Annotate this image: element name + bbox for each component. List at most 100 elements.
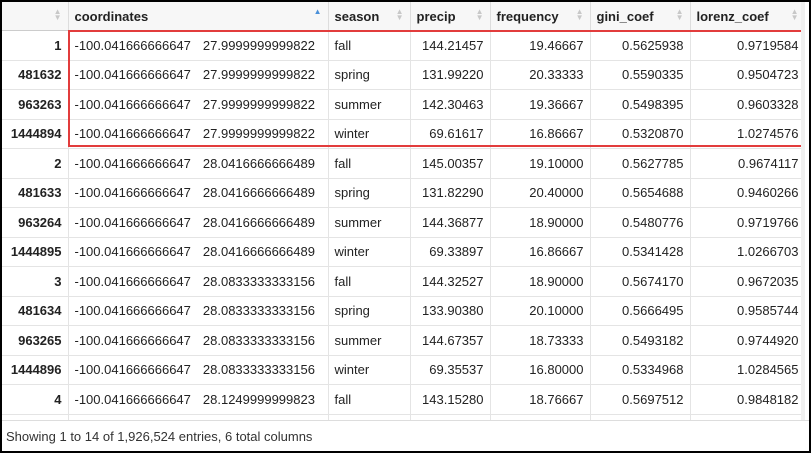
longitude: -100.041666666647: [74, 126, 191, 142]
column-header-coordinates[interactable]: coordinates ▲▼: [68, 2, 329, 31]
cell-precip: 144.32527: [410, 266, 491, 297]
cell-coordinates: -100.041666666647 28.0416666666489: [68, 178, 329, 208]
column-label: gini_coef: [596, 8, 654, 24]
cell-precip: 144.36877: [410, 207, 491, 238]
empty-cell: [490, 414, 591, 420]
column-header-gini_coef[interactable]: gini_coef ▲ ▼: [590, 2, 691, 31]
column-label: frequency: [496, 8, 559, 24]
row-number: 963265: [2, 325, 69, 356]
cell-season: summer: [328, 89, 411, 120]
latitude: 28.0416666666489: [202, 185, 315, 201]
empty-cell: [590, 414, 691, 420]
column-label: coordinates: [74, 8, 149, 24]
cell-precip: 144.21457: [410, 30, 491, 61]
cell-coordinates: -100.041666666647 27.9999999999822: [68, 30, 329, 61]
cell-gini-coef: 0.5341428: [590, 237, 691, 267]
longitude: -100.041666666647: [74, 391, 191, 407]
cell-season: fall: [328, 148, 411, 179]
column-header-season[interactable]: season ▲ ▼: [328, 2, 411, 31]
cell-coordinates: -100.041666666647 27.9999999999822: [68, 60, 329, 90]
latitude: 28.0833333333156: [202, 303, 315, 319]
cell-gini-coef: 0.5674170: [590, 266, 691, 297]
latitude: 27.9999999999822: [202, 37, 315, 53]
cell-gini-coef: 0.5320870: [590, 119, 691, 149]
cell-frequency: 16.80000: [490, 355, 591, 385]
vertical-scrollbar[interactable]: [801, 2, 805, 420]
cell-gini-coef: 0.5493182: [590, 325, 691, 356]
header-row: ▲▼coordinates▲▼season▲▼precip▲▼frequency…: [2, 2, 805, 31]
column-header-row-number[interactable]: ▲ ▼: [2, 2, 69, 31]
cell-coordinates: -100.041666666647 28.1249999999823: [68, 384, 329, 415]
cell-precip: 69.35537: [410, 355, 491, 385]
row-number: 1444896: [2, 355, 69, 385]
row-number: 2: [2, 148, 69, 179]
cell-gini-coef: 0.5625938: [590, 30, 691, 61]
cell-lorenz-coef: 0.9674117: [690, 148, 805, 179]
cell-lorenz-coef: 0.9719766: [690, 207, 805, 238]
row-number: 481634: [2, 296, 69, 326]
cell-gini-coef: 0.5697512: [590, 384, 691, 415]
column-header-precip[interactable]: precip ▲ ▼: [410, 2, 491, 31]
latitude: 28.0833333333156: [202, 273, 315, 289]
cell-lorenz-coef: 0.9744920: [690, 325, 805, 356]
row-number: 963263: [2, 89, 69, 120]
cell-frequency: 20.33333: [490, 60, 591, 90]
cell-frequency: 16.86667: [490, 237, 591, 267]
row-number: 481632: [2, 60, 69, 90]
sort-icon[interactable]: ▲▼: [395, 7, 404, 22]
cell-frequency: 20.10000: [490, 296, 591, 326]
cell-coordinates: -100.041666666647 28.0833333333156: [68, 325, 329, 356]
longitude: -100.041666666647: [74, 37, 191, 53]
cell-precip: 69.33897: [410, 237, 491, 267]
column-label: lorenz_coef: [696, 8, 769, 24]
cell-coordinates: -100.041666666647 28.0833333333156: [68, 355, 329, 385]
cell-frequency: 19.46667: [490, 30, 591, 61]
sort-icon[interactable]: ▲▼: [675, 7, 684, 22]
sort-icon[interactable]: ▲▼: [575, 7, 584, 22]
cell-lorenz-coef: 0.9504723: [690, 60, 805, 90]
table-row[interactable]: 1 -100.041666666647 27.9999999999822 fall 14…: [2, 30, 805, 61]
latitude: 27.9999999999822: [202, 67, 315, 83]
table-row[interactable]: 963264 -100.041666666647 28.0416666666489 s…: [2, 207, 805, 238]
longitude: -100.041666666647: [74, 185, 191, 201]
longitude: -100.041666666647: [74, 303, 191, 319]
cell-frequency: 20.40000: [490, 178, 591, 208]
cell-season: spring: [328, 178, 411, 208]
cell-coordinates: -100.041666666647 28.0416666666489: [68, 148, 329, 179]
table-row[interactable]: 481633 -100.041666666647 28.0416666666489 s…: [2, 178, 805, 208]
table-row[interactable]: 481632 -100.041666666647 27.9999999999822 s…: [2, 60, 805, 90]
longitude: -100.041666666647: [74, 332, 191, 348]
table-row[interactable]: 2 -100.041666666647 28.0416666666489 fall 14…: [2, 148, 805, 179]
cell-season: fall: [328, 30, 411, 61]
sort-icon[interactable]: ▲▼: [53, 7, 62, 22]
table-row[interactable]: 3 -100.041666666647 28.0833333333156 fall 14…: [2, 266, 805, 297]
cell-frequency: 19.10000: [490, 148, 591, 179]
cell-lorenz-coef: 0.9719584: [690, 30, 805, 61]
row-number: 1444895: [2, 237, 69, 267]
row-number: 963264: [2, 207, 69, 238]
column-label: season: [334, 8, 380, 24]
column-header-frequency[interactable]: frequency ▲ ▼: [490, 2, 591, 31]
cell-lorenz-coef: 0.9672035: [690, 266, 805, 297]
cell-frequency: 18.90000: [490, 207, 591, 238]
cell-lorenz-coef: 1.0274576: [690, 119, 805, 149]
table-row[interactable]: 1444895 -100.041666666647 28.0416666666489…: [2, 237, 805, 267]
cell-coordinates: -100.041666666647 28.0833333333156: [68, 266, 329, 297]
cell-lorenz-coef: 0.9603328: [690, 89, 805, 120]
table-row[interactable]: 963265 -100.041666666647 28.0833333333156 s…: [2, 325, 805, 356]
table-row[interactable]: 1444894 -100.041666666647 27.9999999999822…: [2, 119, 805, 149]
table-row[interactable]: 1444896 -100.041666666647 28.0833333333156…: [2, 355, 805, 385]
latitude: 27.9999999999822: [202, 96, 315, 112]
column-header-lorenz_coef[interactable]: lorenz_coef ▲ ▼: [690, 2, 805, 31]
table-row[interactable]: 963263 -100.041666666647 27.9999999999822 s…: [2, 89, 805, 120]
cell-gini-coef: 0.5480776: [590, 207, 691, 238]
sort-icon[interactable]: ▲▼: [790, 7, 799, 22]
sort-icon[interactable]: ▲▼: [475, 7, 484, 22]
sort-icon[interactable]: ▲▼: [313, 7, 322, 16]
table-row[interactable]: 481634 -100.041666666647 28.0833333333156 s…: [2, 296, 805, 326]
table-row[interactable]: 4 -100.041666666647 28.1249999999823 fall 14…: [2, 384, 805, 415]
latitude: 27.9999999999822: [202, 126, 315, 142]
longitude: -100.041666666647: [74, 155, 191, 171]
cell-coordinates: -100.041666666647 28.0416666666489: [68, 237, 329, 267]
